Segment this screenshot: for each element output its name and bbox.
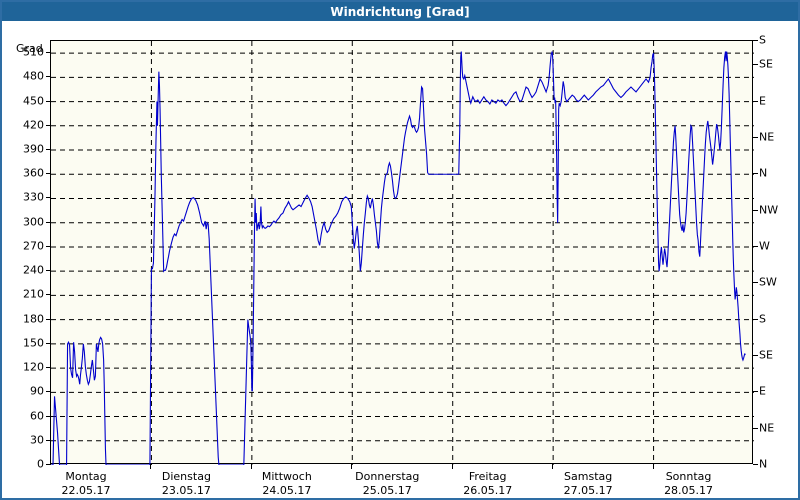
y-tick-mark-left bbox=[46, 318, 51, 320]
y-tick-label-left: 0 bbox=[37, 457, 44, 471]
y-tick-mark-right bbox=[753, 318, 758, 320]
y-tick-label-right: S bbox=[759, 312, 766, 326]
y-tick-mark-right bbox=[753, 40, 758, 41]
page-title: Windrichtung [Grad] bbox=[330, 4, 470, 19]
y-tick-label-left: 180 bbox=[23, 312, 44, 326]
y-tick-label-right: SE bbox=[759, 57, 773, 71]
y-tick-mark-right bbox=[753, 245, 758, 247]
y-tick-label-left: 120 bbox=[23, 360, 44, 374]
y-tick-mark-left bbox=[46, 391, 51, 393]
x-tick-mark bbox=[250, 464, 252, 469]
x-tick-mark bbox=[451, 464, 453, 469]
y-tick-label-right: NE bbox=[759, 130, 775, 144]
y-tick-label-left: 390 bbox=[23, 142, 44, 156]
x-tick-day: Sonntag bbox=[665, 470, 712, 483]
y-tick-mark-left bbox=[46, 415, 51, 417]
y-tick-label-left: 420 bbox=[23, 118, 44, 132]
y-tick-label-left: 60 bbox=[30, 409, 44, 423]
y-tick-label-right: N bbox=[759, 457, 768, 471]
y-tick-mark-left bbox=[46, 245, 51, 247]
x-tick-day: Freitag bbox=[468, 470, 507, 483]
y-tick-mark-left bbox=[46, 367, 51, 369]
series-windrichtung bbox=[51, 51, 746, 465]
x-tick-mark bbox=[351, 464, 353, 469]
y-tick-mark-right bbox=[753, 136, 758, 138]
y-tick-label-right: SE bbox=[759, 348, 773, 362]
x-tick-day: Donnerstag bbox=[355, 470, 420, 483]
y-tick-label-left: 150 bbox=[23, 336, 44, 350]
data-line-series bbox=[51, 41, 754, 465]
x-tick-day: Dienstag bbox=[161, 470, 211, 483]
x-tick-label: Donnerstag 25.05.17 bbox=[327, 470, 447, 498]
x-tick-date: 23.05.17 bbox=[161, 484, 211, 497]
y-tick-label-right: NE bbox=[759, 421, 775, 435]
y-tick-mark-left bbox=[46, 342, 51, 344]
y-tick-mark-left bbox=[46, 173, 51, 175]
y-tick-mark-left bbox=[46, 464, 51, 465]
x-tick-mark bbox=[652, 464, 654, 469]
x-tick-date: 22.05.17 bbox=[61, 484, 111, 497]
plot-area bbox=[50, 40, 754, 465]
y-tick-label-right: W bbox=[759, 239, 770, 253]
y-tick-mark-left bbox=[46, 197, 51, 199]
y-tick-mark-left bbox=[46, 100, 51, 102]
y-tick-label-left: 330 bbox=[23, 190, 44, 204]
y-tick-mark-right bbox=[753, 464, 758, 465]
y-tick-label-right: E bbox=[759, 94, 766, 108]
y-tick-mark-right bbox=[753, 391, 758, 393]
y-tick-label-left: 360 bbox=[23, 166, 44, 180]
x-tick-label: Montag 22.05.17 bbox=[26, 470, 146, 498]
y-tick-label-left: 480 bbox=[23, 69, 44, 83]
y-tick-label-right: SW bbox=[759, 275, 777, 289]
y-tick-mark-right bbox=[753, 209, 758, 211]
y-tick-label-left: 90 bbox=[30, 384, 44, 398]
y-tick-label-left: 210 bbox=[23, 287, 44, 301]
x-tick-date: 26.05.17 bbox=[463, 484, 513, 497]
y-tick-label-right: S bbox=[759, 33, 766, 47]
y-tick-label-left: 30 bbox=[30, 433, 44, 447]
y-tick-label-left: 450 bbox=[23, 94, 44, 108]
x-tick-label: Sonntag 28.05.17 bbox=[629, 470, 749, 498]
window-title-bar: Windrichtung [Grad] bbox=[2, 2, 798, 21]
x-tick-label: Samstag 27.05.17 bbox=[528, 470, 648, 498]
x-tick-label: Dienstag 23.05.17 bbox=[126, 470, 246, 498]
y-tick-mark-left bbox=[46, 149, 51, 151]
y-axis-unit-label: Grad bbox=[16, 42, 43, 55]
y-tick-mark-left bbox=[46, 52, 51, 54]
y-tick-mark-right bbox=[753, 354, 758, 356]
y-tick-label-right: N bbox=[759, 166, 768, 180]
x-tick-label: Freitag 26.05.17 bbox=[428, 470, 548, 498]
x-tick-date: 25.05.17 bbox=[362, 484, 412, 497]
x-tick-mark bbox=[150, 464, 152, 469]
x-tick-date: 27.05.17 bbox=[563, 484, 613, 497]
y-tick-mark-left bbox=[46, 221, 51, 223]
y-tick-mark-left bbox=[46, 76, 51, 78]
y-tick-label-left: 270 bbox=[23, 239, 44, 253]
y-tick-label-left: 510 bbox=[23, 45, 44, 59]
x-tick-date: 28.05.17 bbox=[664, 484, 714, 497]
y-tick-mark-right bbox=[753, 100, 758, 102]
y-tick-mark-left bbox=[46, 124, 51, 126]
y-tick-mark-right bbox=[753, 173, 758, 175]
x-tick-day: Samstag bbox=[564, 470, 613, 483]
x-tick-day: Montag bbox=[65, 470, 107, 483]
y-tick-mark-right bbox=[753, 282, 758, 284]
x-tick-mark bbox=[552, 464, 554, 469]
y-tick-label-left: 240 bbox=[23, 263, 44, 277]
y-tick-mark-right bbox=[753, 64, 758, 66]
y-tick-mark-right bbox=[753, 427, 758, 429]
y-tick-mark-left bbox=[46, 439, 51, 441]
x-tick-date: 24.05.17 bbox=[262, 484, 312, 497]
x-tick-day: Mittwoch bbox=[261, 470, 312, 483]
x-tick-label: Mittwoch 24.05.17 bbox=[227, 470, 347, 498]
grid-group bbox=[51, 41, 754, 465]
y-tick-mark-left bbox=[46, 270, 51, 272]
y-tick-label-right: NW bbox=[759, 203, 779, 217]
y-tick-label-right: E bbox=[759, 384, 766, 398]
y-tick-mark-left bbox=[46, 294, 51, 296]
y-tick-label-left: 300 bbox=[23, 215, 44, 229]
